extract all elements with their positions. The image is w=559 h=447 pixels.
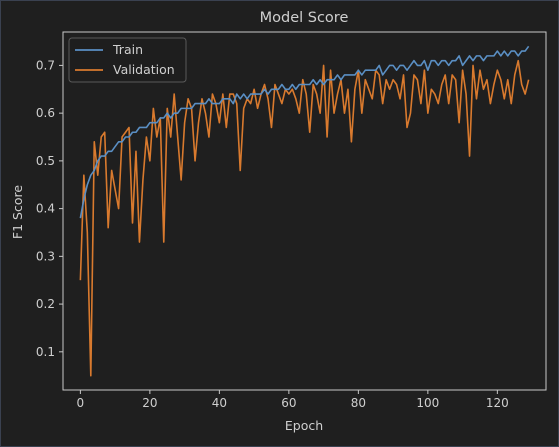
chart-title: Model Score	[260, 10, 349, 26]
legend-label-validation: Validation	[113, 62, 175, 77]
series-line-validation	[79, 59, 530, 377]
x-axis-label: Epoch	[285, 418, 323, 433]
plot-area: 0 20 40 60 80 100 120 0.1 0.2 0.3 0.4 0.5 0.6 0.7	[36, 31, 547, 410]
x-tick-label: 80	[351, 396, 366, 410]
y-axis-label: F1 Score	[10, 185, 25, 239]
series-line-train	[79, 45, 530, 219]
y-tick-label: 0.2	[36, 297, 55, 311]
x-tick-label: 120	[486, 396, 509, 410]
x-tick-label: 100	[416, 396, 439, 410]
axes-frame	[62, 31, 547, 391]
y-tick-label: 0.5	[36, 154, 55, 168]
y-tick-label: 0.4	[36, 202, 55, 216]
y-tick-label: 0.1	[36, 345, 55, 359]
x-tick-label: 60	[281, 396, 296, 410]
y-tick-label: 0.6	[36, 106, 55, 120]
y-tick-label: 0.3	[36, 249, 55, 263]
x-tick-label: 40	[212, 396, 227, 410]
legend-label-train: Train	[112, 42, 143, 57]
legend-box	[68, 37, 187, 83]
legend: Train Validation	[68, 37, 187, 83]
x-tick-label: 20	[142, 396, 157, 410]
y-tick-label: 0.7	[36, 58, 55, 72]
x-tick-label: 0	[77, 396, 85, 410]
